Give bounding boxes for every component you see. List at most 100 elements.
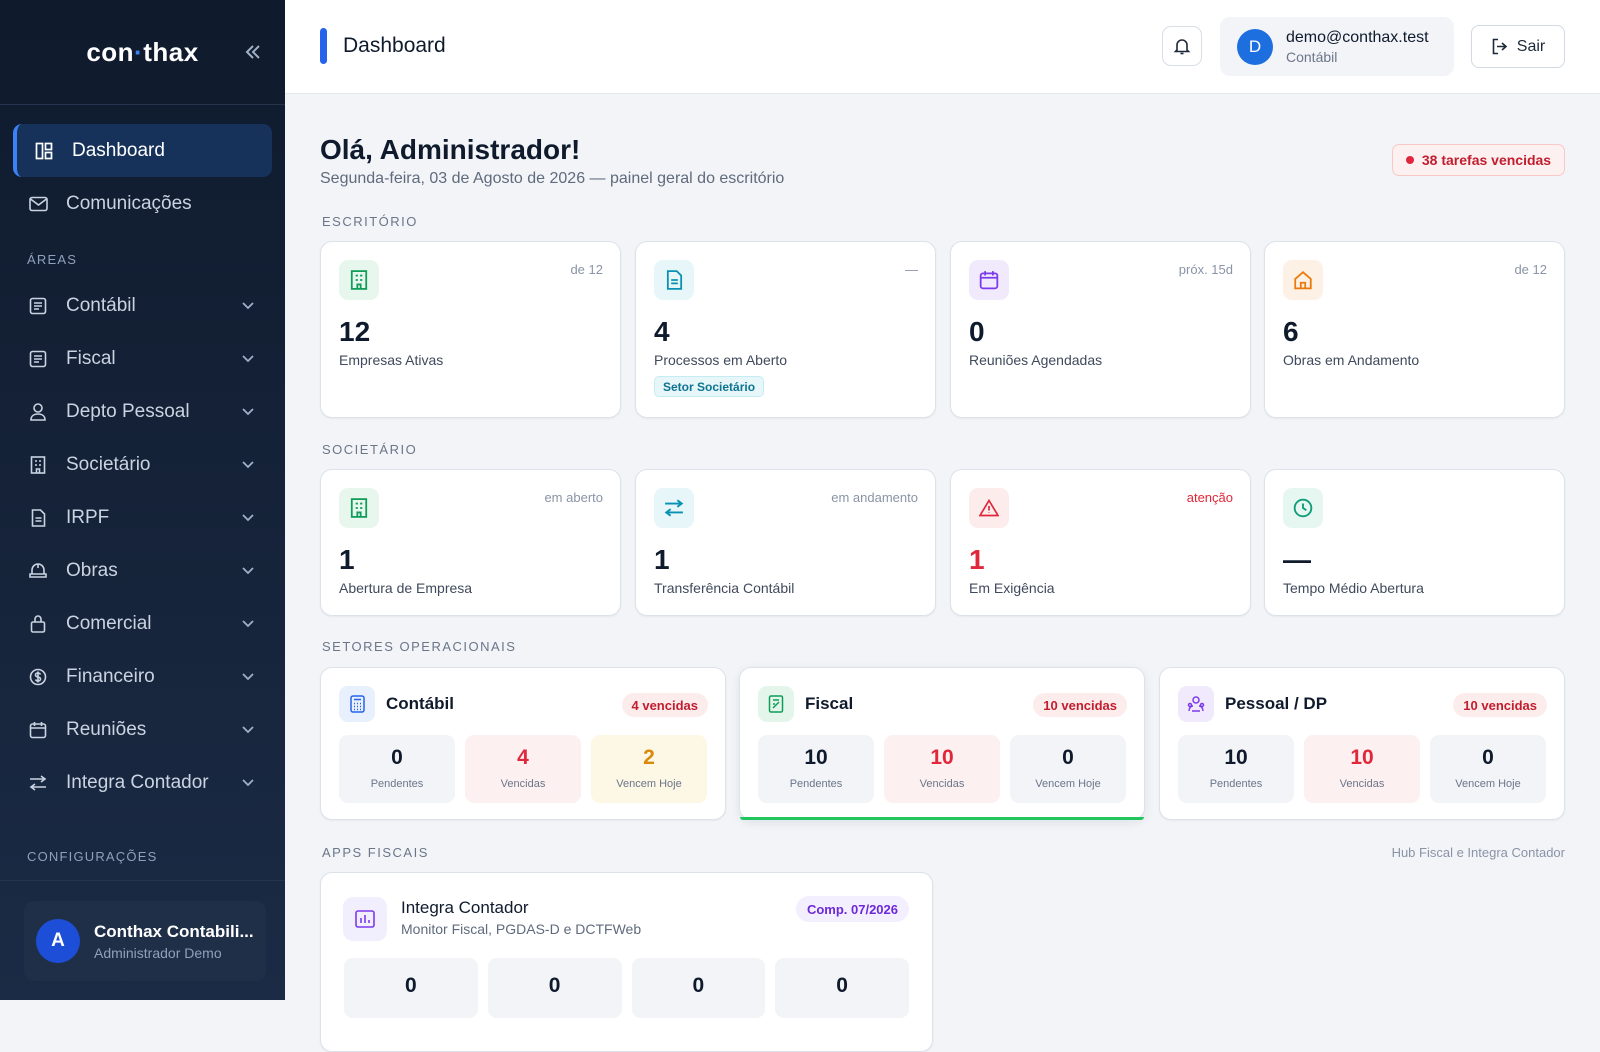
- bag-icon: [28, 614, 48, 634]
- stat-pendentes[interactable]: 10 Pendentes: [1178, 735, 1294, 803]
- sidebar-item-label: Financeiro: [66, 665, 155, 687]
- stat-label: Pendentes: [789, 778, 843, 790]
- chevron-down-icon: [239, 668, 257, 686]
- stat-value: 2: [643, 746, 655, 769]
- stat-vencidas[interactable]: 10 Vencidas: [1304, 735, 1420, 803]
- overdue-tasks-badge[interactable]: 38 tarefas vencidas: [1392, 144, 1565, 176]
- stat-vencem-hoje[interactable]: 0 Vencem Hoje: [1010, 735, 1126, 803]
- stat-pendentes[interactable]: 10 Pendentes: [758, 735, 874, 803]
- sidebar-item-dashboard[interactable]: Dashboard: [13, 124, 272, 177]
- app-card-integra-contador[interactable]: Integra Contador Monitor Fiscal, PGDAS-D…: [320, 872, 933, 1052]
- home-icon: [1283, 260, 1323, 300]
- stat-vencidas[interactable]: 10 Vencidas: [884, 735, 1000, 803]
- app-stat[interactable]: 0: [775, 958, 909, 1018]
- sector-card-contabil[interactable]: Contábil 4 vencidas 0 Pendentes 4 Vencidas…: [320, 667, 726, 820]
- section-label-societario: SOCIETÁRIO: [322, 442, 418, 457]
- sidebar-item-integra-contador[interactable]: Integra Contador: [13, 756, 272, 809]
- sector-card-pessoal-dp[interactable]: Pessoal / DP 10 vencidas 10 Pendentes 10 V…: [1159, 667, 1565, 820]
- sidebar-item-comunicacoes[interactable]: Comunicações: [13, 177, 272, 230]
- document-icon: [654, 260, 694, 300]
- stat-vencem-hoje[interactable]: 2 Vencem Hoje: [591, 735, 707, 803]
- app-stat[interactable]: 0: [487, 958, 622, 1018]
- sidebar-item-irpf[interactable]: IRPF: [13, 491, 272, 544]
- kpi-card-reunioes-agendadas[interactable]: próx. 15d 0 Reuniões Agendadas: [950, 241, 1251, 418]
- kpi-card-transferencia-contabil[interactable]: em andamento 1 Transferência Contábil: [635, 469, 936, 616]
- collapse-sidebar-button[interactable]: [239, 38, 267, 66]
- logout-button[interactable]: Sair: [1471, 25, 1565, 68]
- kpi-corner-note: em andamento: [831, 490, 918, 505]
- kpi-card-processos-em-aberto[interactable]: — 4 Processos em Aberto Setor Societário: [635, 241, 936, 418]
- kpi-value: —: [1283, 544, 1311, 575]
- stat-vencidas[interactable]: 4 Vencidas: [465, 735, 581, 803]
- mail-icon: [28, 194, 48, 214]
- divider: [0, 880, 285, 881]
- sidebar-item-depto-pessoal[interactable]: Depto Pessoal: [13, 385, 272, 438]
- kpi-card-em-exigencia[interactable]: atenção 1 Em Exigência: [950, 469, 1251, 616]
- stat-label: Pendentes: [1209, 778, 1263, 790]
- sidebar-item-label: Societário: [66, 453, 151, 475]
- kpi-card-tempo-medio-abertura[interactable]: — Tempo Médio Abertura: [1264, 469, 1565, 616]
- sidebar-item-contabil[interactable]: Contábil: [13, 279, 272, 332]
- logout-icon: [1492, 38, 1507, 55]
- calendar-icon: [28, 720, 48, 740]
- stat-pendentes[interactable]: 0 Pendentes: [339, 735, 455, 803]
- sidebar-item-label: Integra Contador: [66, 771, 209, 793]
- chevron-down-icon: [239, 403, 257, 421]
- kpi-label: Em Exigência: [969, 580, 1055, 596]
- sector-stats: 0 Pendentes 4 Vencidas 2 Vencem Hoje: [339, 735, 707, 803]
- alert-dot-icon: [1405, 156, 1414, 164]
- sidebar-item-comercial[interactable]: Comercial: [13, 597, 272, 650]
- app-stat[interactable]: 0: [631, 958, 766, 1018]
- logo-area: con·thax: [0, 0, 285, 105]
- sidebar-user-card[interactable]: A Conthax Contabili... Administrador Dem…: [24, 901, 266, 981]
- active-indicator-bar: [740, 817, 1144, 820]
- sector-header: Pessoal / DP: [1178, 686, 1327, 722]
- apps-hub-link[interactable]: Hub Fiscal e Integra Contador: [1391, 845, 1565, 860]
- dashboard-icon: [34, 141, 54, 161]
- dollar-icon: [28, 667, 48, 687]
- kpi-corner-note: de 12: [1514, 262, 1547, 277]
- page-title-text: Dashboard: [343, 34, 446, 57]
- app-stat[interactable]: 0: [344, 958, 478, 1018]
- sector-card-fiscal[interactable]: Fiscal 10 vencidas 10 Pendentes 10 Vencida…: [739, 667, 1145, 820]
- sidebar-item-societario[interactable]: Societário: [13, 438, 272, 491]
- sidebar-item-obras[interactable]: Obras: [13, 544, 272, 597]
- transfer-icon: [654, 488, 694, 528]
- user-email: demo@conthax.test: [1286, 28, 1429, 46]
- kpi-label: Empresas Ativas: [339, 352, 444, 368]
- stat-vencem-hoje[interactable]: 0 Vencem Hoje: [1430, 735, 1546, 803]
- avatar: D: [1237, 28, 1273, 65]
- bell-icon: [1173, 39, 1191, 55]
- sidebar-item-reunioes[interactable]: Reuniões: [13, 703, 272, 756]
- user-role: Administrador Demo: [94, 944, 222, 961]
- sector-header: Contábil: [339, 686, 454, 722]
- topbar: Dashboard D demo@conthax.test Contábil S…: [285, 0, 1600, 94]
- calculator-icon: [339, 686, 375, 722]
- sidebar-item-fiscal[interactable]: Fiscal: [13, 332, 272, 385]
- sidebar-item-label: Comunicações: [66, 192, 192, 214]
- sidebar-item-label: IRPF: [66, 506, 110, 528]
- kpi-corner-note: atenção: [1186, 490, 1233, 505]
- kpi-card-abertura-empresa[interactable]: em aberto 1 Abertura de Empresa: [320, 469, 621, 616]
- app-stats: 0 0 0 0: [344, 958, 909, 1018]
- kpi-card-empresas-ativas[interactable]: de 12 12 Empresas Ativas: [320, 241, 621, 418]
- competence-badge: Comp. 07/2026: [795, 896, 909, 922]
- kpi-card-obras-em-andamento[interactable]: de 12 6 Obras em Andamento: [1264, 241, 1565, 418]
- kpi-label: Tempo Médio Abertura: [1283, 580, 1424, 596]
- section-label-setores: SETORES OPERACIONAIS: [322, 639, 517, 654]
- stat-value: 0: [405, 974, 417, 997]
- receipt-icon: [758, 686, 794, 722]
- user-menu[interactable]: D demo@conthax.test Contábil: [1220, 17, 1454, 76]
- logo[interactable]: con·thax: [86, 36, 199, 67]
- kpi-value: 6: [1283, 316, 1299, 347]
- kpi-value: 1: [654, 544, 670, 575]
- notifications-button[interactable]: [1162, 26, 1202, 66]
- chevron-down-icon: [239, 509, 257, 527]
- sector-header: Fiscal: [758, 686, 853, 722]
- sidebar-item-financeiro[interactable]: Financeiro: [13, 650, 272, 703]
- stat-value: 10: [804, 746, 828, 769]
- stat-label: Vencem Hoje: [1455, 778, 1521, 790]
- logout-label: Sair: [1516, 37, 1546, 55]
- overdue-badge: 10 vencidas: [1453, 693, 1547, 717]
- kpi-corner-note: de 12: [570, 262, 603, 277]
